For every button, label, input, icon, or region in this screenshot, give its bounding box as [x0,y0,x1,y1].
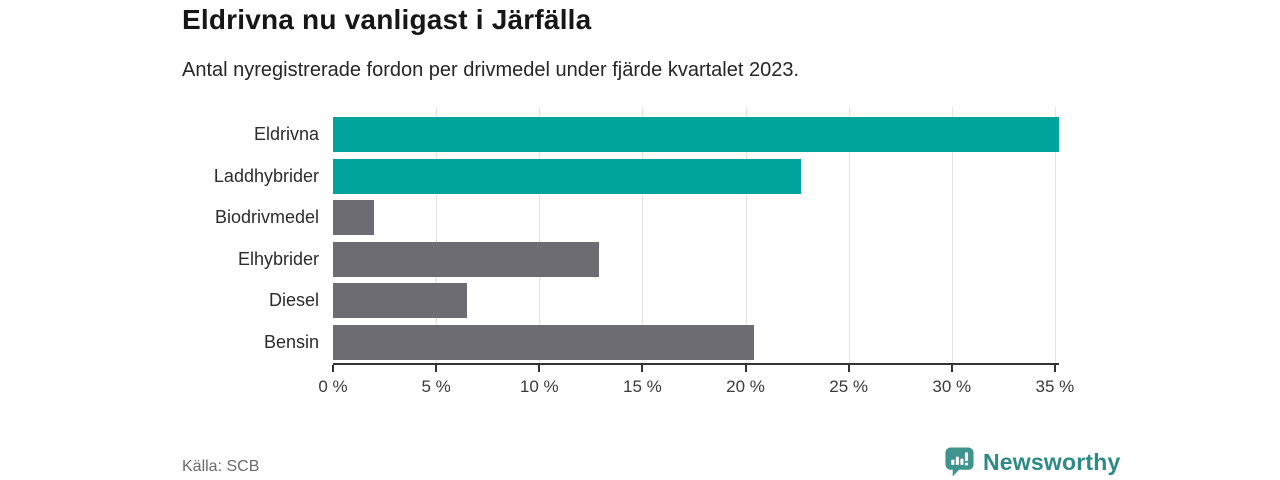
bar-eldrivna [333,117,1059,153]
x-tick-35 [1053,365,1056,372]
bar-biodrivmedel [333,200,375,236]
bar-bensin [333,324,754,360]
x-tick-15 [641,365,644,372]
bar-row-biodrivmedel [333,197,1059,239]
category-label-bensin: Bensin [263,331,319,352]
x-tick-label-0: 0 % [318,377,348,396]
chart-title: Eldrivna nu vanligast i Järfälla [182,4,592,35]
category-label-elhybrider: Elhybrider [237,248,319,269]
bars-layer [333,114,1059,363]
newsworthy-icon [944,446,975,478]
x-tick-5 [435,365,438,372]
category-label-laddhybrider: Laddhybrider [213,165,319,186]
category-label-eldrivna: Eldrivna [253,124,319,145]
bar-chart: Eldrivna Laddhybrider Biodrivmedel Elhybrid… [182,107,1074,407]
bar-row-eldrivna [333,114,1059,156]
grid-line-25 [848,107,850,363]
grid-line-5 [436,107,438,363]
plot-area [333,107,1059,363]
grid-line-10 [539,107,541,363]
x-tick-25 [847,365,850,372]
bar-row-elhybrider [333,239,1059,281]
x-tick-label-25: 25 % [829,377,868,396]
x-tick-label-10: 10 % [519,377,559,396]
x-tick-0 [332,365,334,372]
newsworthy-logo: Newsworthy [944,446,1120,478]
x-tick-20 [744,365,747,372]
bar-diesel [333,283,468,319]
x-tick-label-15: 15 % [623,377,662,396]
x-tick-label-5: 5 % [421,377,451,396]
x-tick-label-30: 30 % [932,377,972,396]
x-tick-30 [950,365,953,372]
x-tick-label-35: 35 % [1035,377,1075,396]
newsworthy-wordmark: Newsworthy [983,448,1121,475]
grid-line-35 [1054,107,1056,363]
grid-line-15 [642,107,644,363]
x-tick-10 [538,365,541,372]
bar-laddhybrider [333,158,802,194]
category-axis: Eldrivna Laddhybrider Biodrivmedel Elhybrid… [182,114,319,363]
bar-row-diesel [333,280,1059,322]
category-label-diesel: Diesel [268,290,319,311]
chart-subtitle: Antal nyregistrerade fordon per drivmede… [182,59,800,81]
grid-line-20 [745,107,747,363]
bar-elhybrider [333,241,600,277]
source-note: Källa: SCB [182,458,260,475]
bar-row-laddhybrider [333,156,1059,198]
x-axis: 0 % 5 % 10 % 15 % 20 % 25 % 30 % 35 % [318,363,1074,405]
x-tick-label-20: 20 % [726,377,765,396]
bar-row-bensin [333,322,1059,364]
grid-line-30 [951,107,953,363]
category-label-biodrivmedel: Biodrivmedel [214,207,319,228]
